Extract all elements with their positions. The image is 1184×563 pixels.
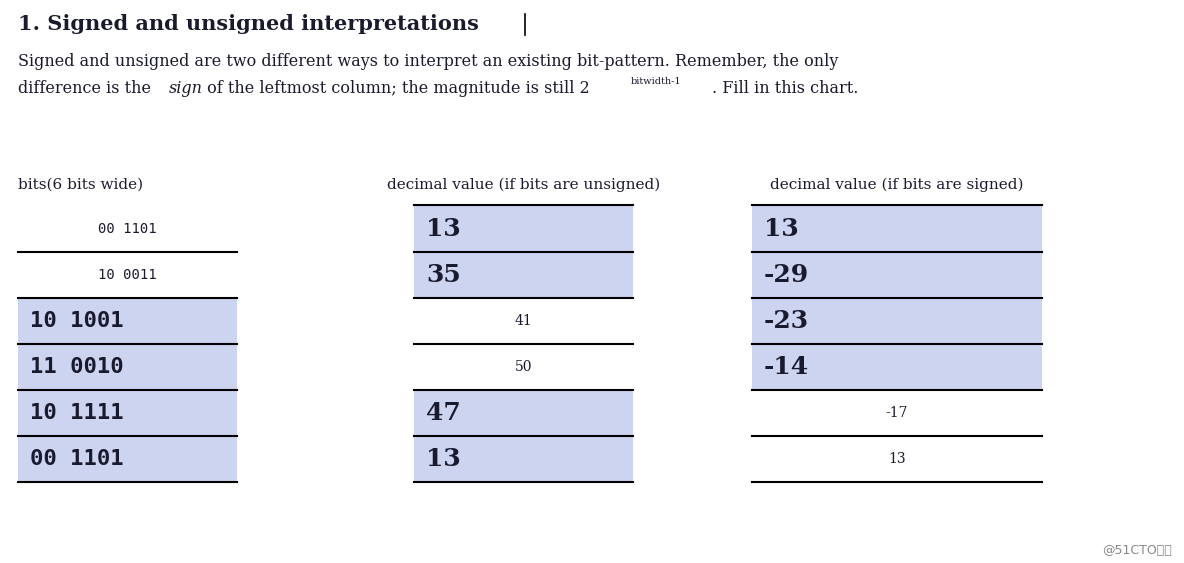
Text: 00 1101: 00 1101 bbox=[98, 222, 156, 235]
Text: 00 1101: 00 1101 bbox=[30, 449, 123, 470]
Text: 50: 50 bbox=[515, 360, 533, 374]
Text: 11 0010: 11 0010 bbox=[30, 357, 123, 377]
Text: @51CTO博客: @51CTO博客 bbox=[1102, 544, 1172, 557]
Text: -23: -23 bbox=[764, 309, 809, 333]
Text: 13: 13 bbox=[888, 453, 906, 466]
FancyBboxPatch shape bbox=[18, 298, 237, 344]
Text: 13: 13 bbox=[426, 217, 461, 240]
FancyBboxPatch shape bbox=[18, 436, 237, 482]
FancyBboxPatch shape bbox=[752, 205, 1042, 252]
FancyBboxPatch shape bbox=[18, 344, 237, 390]
Text: 1. Signed and unsigned interpretations: 1. Signed and unsigned interpretations bbox=[18, 14, 478, 34]
Text: bitwidth-1: bitwidth-1 bbox=[631, 77, 682, 86]
FancyBboxPatch shape bbox=[414, 436, 633, 482]
Text: -29: -29 bbox=[764, 263, 809, 287]
Text: decimal value (if bits are unsigned): decimal value (if bits are unsigned) bbox=[387, 177, 661, 192]
Text: -14: -14 bbox=[764, 355, 809, 379]
FancyBboxPatch shape bbox=[414, 252, 633, 298]
Text: 41: 41 bbox=[515, 314, 533, 328]
Text: decimal value (if bits are signed): decimal value (if bits are signed) bbox=[770, 177, 1024, 192]
Text: sign: sign bbox=[169, 80, 204, 97]
FancyBboxPatch shape bbox=[414, 390, 633, 436]
Text: -17: -17 bbox=[886, 406, 908, 420]
FancyBboxPatch shape bbox=[18, 390, 237, 436]
FancyBboxPatch shape bbox=[752, 298, 1042, 344]
Text: 35: 35 bbox=[426, 263, 461, 287]
Text: 10 1001: 10 1001 bbox=[30, 311, 123, 331]
Text: 47: 47 bbox=[426, 401, 461, 425]
Text: 13: 13 bbox=[426, 448, 461, 471]
FancyBboxPatch shape bbox=[752, 252, 1042, 298]
Text: 10 1111: 10 1111 bbox=[30, 403, 123, 423]
FancyBboxPatch shape bbox=[752, 344, 1042, 390]
Text: 10 0011: 10 0011 bbox=[98, 268, 156, 282]
Text: Signed and unsigned are two different ways to interpret an existing bit-pattern.: Signed and unsigned are two different wa… bbox=[18, 53, 838, 70]
Text: 13: 13 bbox=[764, 217, 798, 240]
FancyBboxPatch shape bbox=[414, 205, 633, 252]
Text: of the leftmost column; the magnitude is still 2: of the leftmost column; the magnitude is… bbox=[202, 80, 590, 97]
Text: bits(6 bits wide): bits(6 bits wide) bbox=[18, 177, 143, 191]
Text: difference is the: difference is the bbox=[18, 80, 156, 97]
Text: . Fill in this chart.: . Fill in this chart. bbox=[712, 80, 858, 97]
